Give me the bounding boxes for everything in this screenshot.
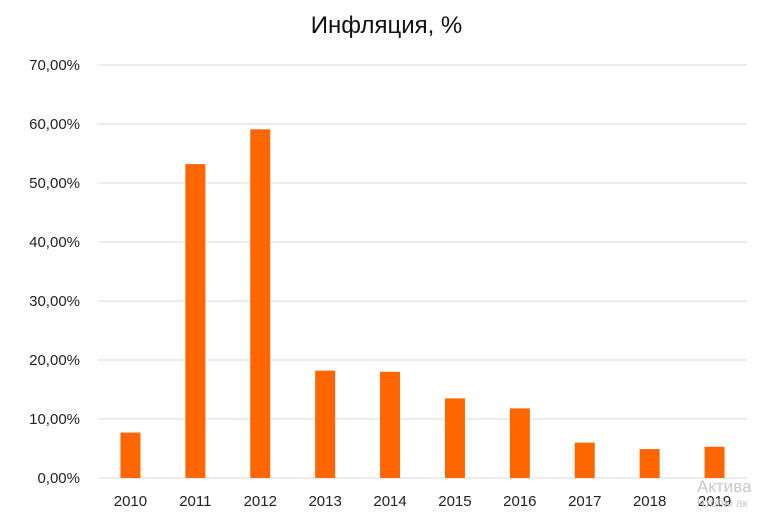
x-tick-label: 2014	[373, 493, 406, 510]
watermark-line-1: Актива	[697, 478, 752, 496]
y-tick-label: 0,00%	[37, 470, 80, 487]
bar-2013	[315, 370, 336, 478]
chart-title: Инфляция, %	[310, 12, 463, 39]
bar-2018	[639, 449, 660, 478]
x-tick-label: 2011	[179, 493, 211, 510]
bar-2016	[509, 408, 530, 478]
x-tick-label: 2016	[503, 493, 536, 510]
y-tick-label: 10,00%	[29, 411, 80, 428]
gridlines	[98, 64, 747, 479]
x-tick-label: 2018	[633, 493, 666, 510]
x-tick-label: 2010	[114, 493, 147, 510]
x-tick-label: 2013	[308, 493, 341, 510]
y-tick-label: 70,00%	[29, 57, 80, 74]
bar-2012	[250, 129, 271, 478]
bar-2015	[444, 398, 465, 478]
x-axis-ticks: 2010 2011 2012 2013 2014 2015 2016 2017 2018 2019	[114, 493, 731, 510]
bar-2019	[704, 446, 725, 478]
x-tick-label: 2015	[438, 493, 471, 510]
x-tick-label: 2012	[244, 493, 277, 510]
bars	[120, 129, 725, 478]
bar-2014	[380, 371, 401, 478]
watermark-line-2: Чтобы ак	[697, 496, 748, 509]
bar-2010	[120, 432, 141, 478]
bar-2017	[574, 442, 595, 478]
y-tick-label: 40,00%	[29, 234, 80, 251]
y-tick-label: 60,00%	[29, 116, 80, 133]
y-tick-label: 20,00%	[29, 352, 80, 369]
x-tick-label: 2019	[698, 493, 731, 510]
activation-watermark: Актива Чтобы ак	[697, 478, 763, 509]
y-axis-ticks: 0,00% 10,00% 20,00% 30,00% 40,00% 50,00% 60,00…	[29, 57, 80, 487]
y-tick-label: 30,00%	[29, 293, 80, 310]
bar-2011	[185, 164, 206, 478]
y-tick-label: 50,00%	[29, 175, 80, 192]
x-tick-label: 2017	[568, 493, 601, 510]
